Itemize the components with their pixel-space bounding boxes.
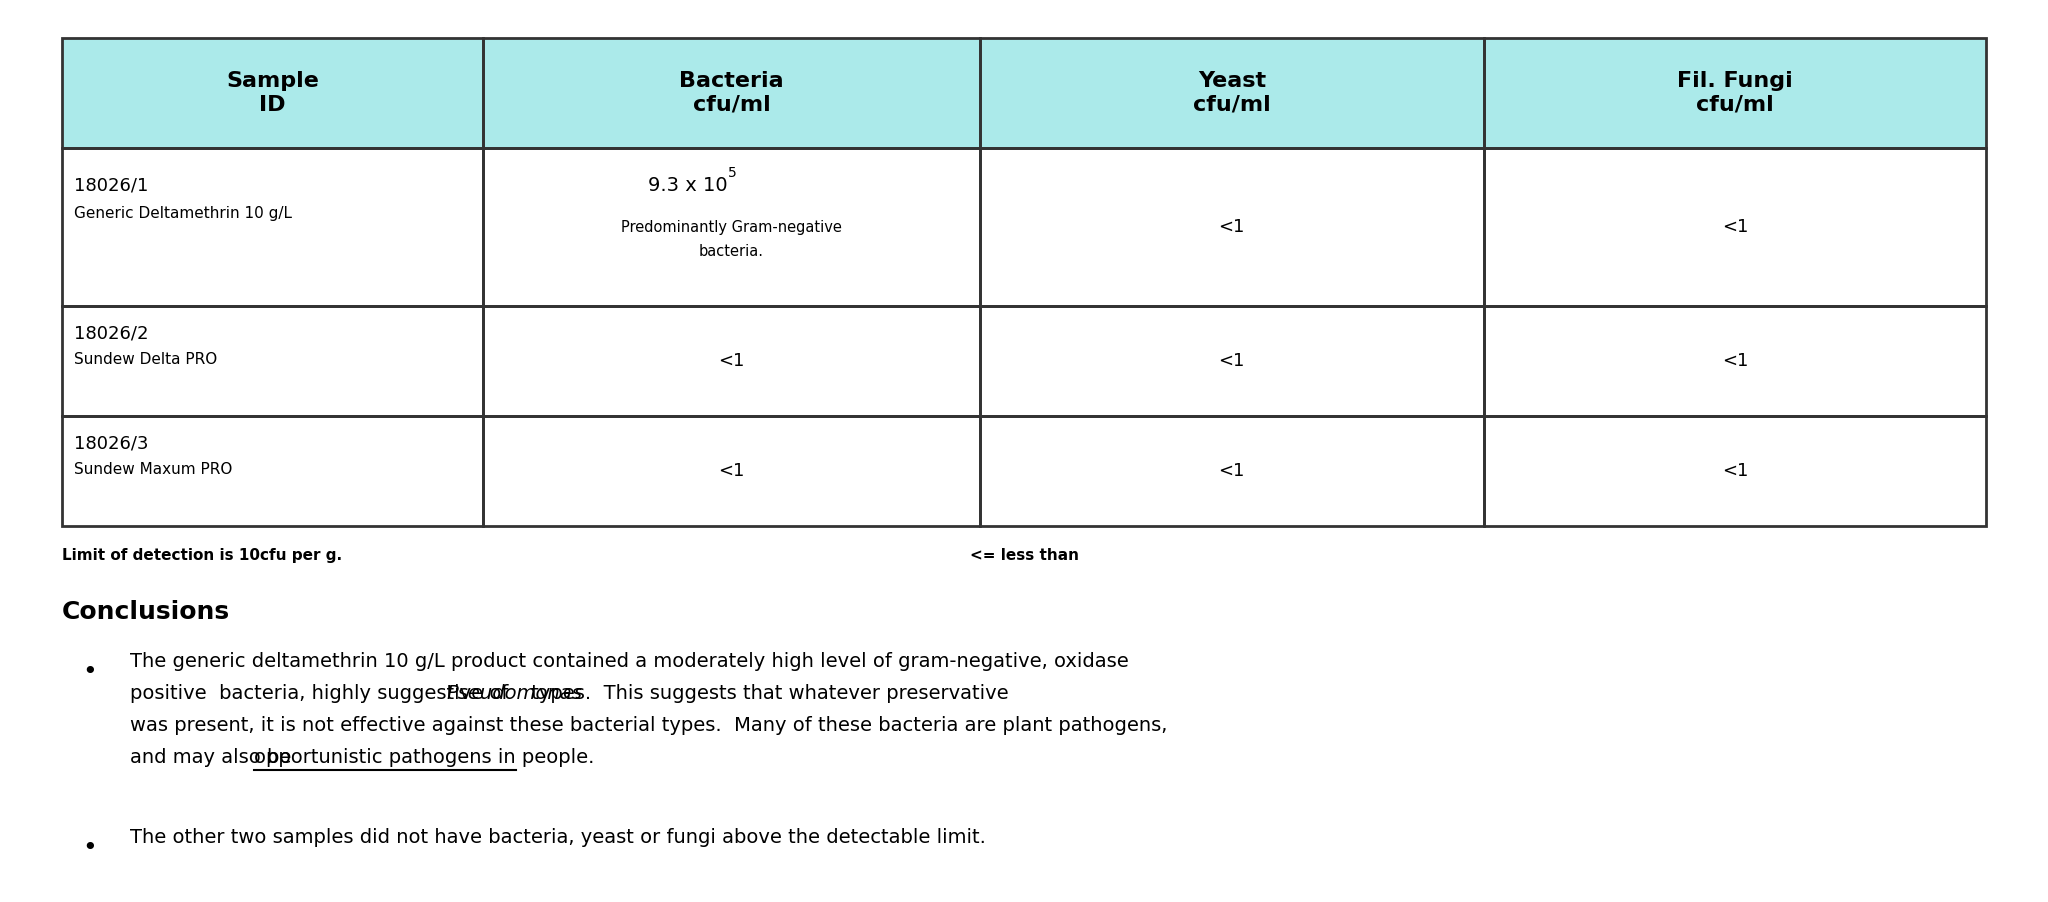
Text: <1: <1 (1219, 218, 1245, 236)
Bar (1485, 38, 1987, 148)
Text: positive  bacteria, highly suggestive of: positive bacteria, highly suggestive of (129, 684, 514, 703)
Text: Sundew Delta PRO: Sundew Delta PRO (74, 352, 217, 367)
Text: The generic deltamethrin 10 g/L product contained a moderately high level of gra: The generic deltamethrin 10 g/L product … (129, 652, 1128, 671)
Text: Yeast
cfu/ml: Yeast cfu/ml (1192, 71, 1270, 115)
Bar (61, 416, 483, 526)
Text: 18026/1: 18026/1 (74, 176, 147, 194)
Text: and may also be: and may also be (129, 748, 297, 767)
Bar (979, 416, 1485, 526)
Text: Sundew Maxum PRO: Sundew Maxum PRO (74, 462, 231, 477)
Text: The other two samples did not have bacteria, yeast or fungi above the detectable: The other two samples did not have bacte… (129, 828, 985, 847)
Bar (1485, 148, 1987, 306)
Text: opportunistic pathogens in people.: opportunistic pathogens in people. (254, 748, 594, 767)
Bar (61, 148, 483, 306)
Text: was present, it is not effective against these bacterial types.  Many of these b: was present, it is not effective against… (129, 716, 1167, 735)
Text: Fil. Fungi
cfu/ml: Fil. Fungi cfu/ml (1677, 71, 1792, 115)
Text: Limit of detection is 10cfu per g.: Limit of detection is 10cfu per g. (61, 548, 342, 563)
Text: <1: <1 (1219, 462, 1245, 480)
Bar (979, 306, 1485, 416)
Bar (1485, 306, 1987, 416)
Text: <1: <1 (719, 462, 745, 480)
Text: Pseudomonas: Pseudomonas (446, 684, 582, 703)
Bar (483, 148, 979, 306)
Text: 9.3 x 10: 9.3 x 10 (647, 176, 727, 195)
Text: types.  This suggests that whatever preservative: types. This suggests that whatever prese… (526, 684, 1010, 703)
Text: 18026/2: 18026/2 (74, 324, 150, 342)
Bar (979, 148, 1485, 306)
Text: Sample
ID: Sample ID (225, 71, 319, 115)
Text: Generic Deltamethrin 10 g/L: Generic Deltamethrin 10 g/L (74, 206, 293, 221)
Text: 5: 5 (727, 166, 737, 180)
Text: <1: <1 (1219, 352, 1245, 370)
Text: bacteria.: bacteria. (698, 244, 764, 259)
Text: 18026/3: 18026/3 (74, 434, 150, 452)
Text: <= less than: <= less than (969, 548, 1079, 563)
Text: •: • (82, 660, 96, 684)
Text: •: • (82, 836, 96, 860)
Bar (979, 38, 1485, 148)
Text: Conclusions: Conclusions (61, 600, 229, 624)
Bar (61, 38, 483, 148)
Bar (483, 38, 979, 148)
Text: Bacteria
cfu/ml: Bacteria cfu/ml (680, 71, 784, 115)
Text: <1: <1 (1722, 218, 1749, 236)
Bar (61, 306, 483, 416)
Text: Predominantly Gram-negative: Predominantly Gram-negative (621, 220, 842, 235)
Text: <1: <1 (1722, 462, 1749, 480)
Text: <1: <1 (719, 352, 745, 370)
Bar (483, 416, 979, 526)
Text: <1: <1 (1722, 352, 1749, 370)
Bar (483, 306, 979, 416)
Bar (61, 38, 1987, 148)
Bar (1485, 416, 1987, 526)
